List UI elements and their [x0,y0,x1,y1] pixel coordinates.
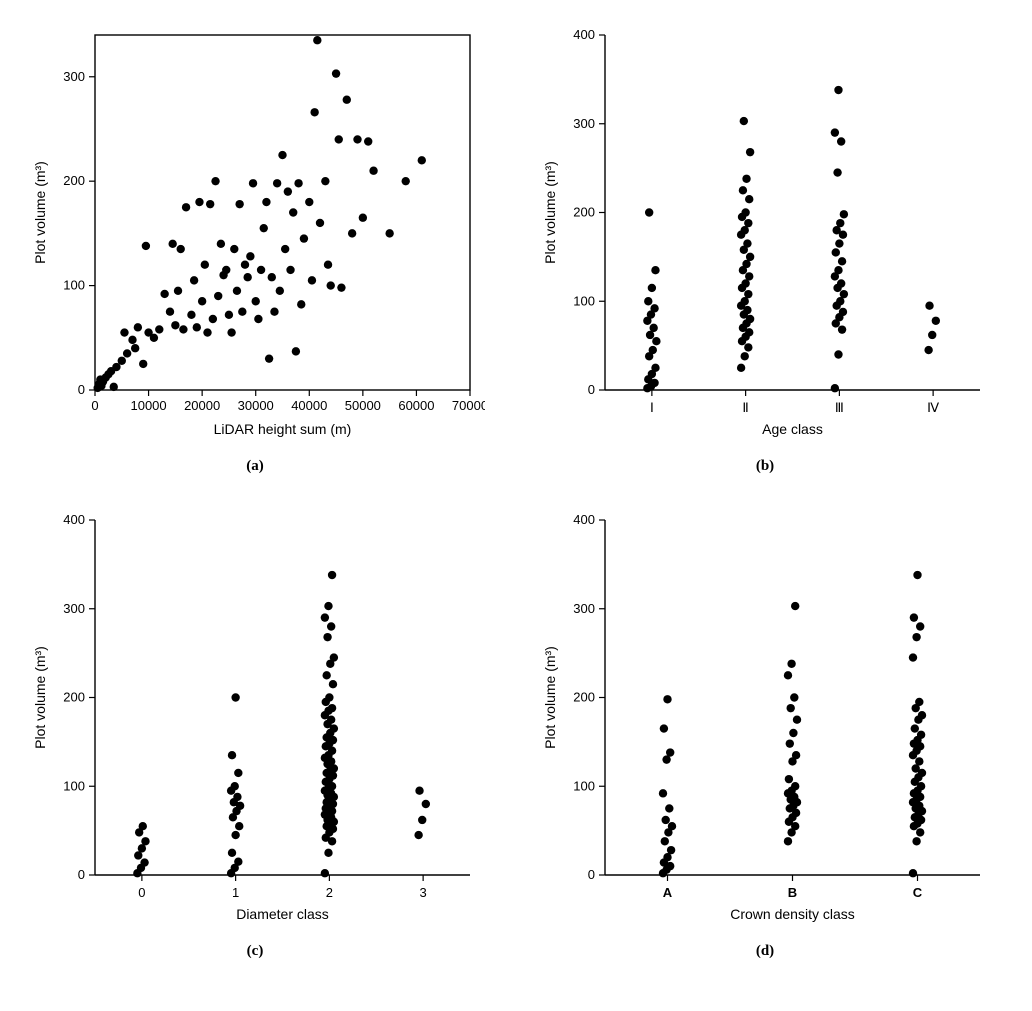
panel-a: 0 100 200 300 0 10000 20000 30000 40000 50000 6000… [20,20,490,475]
svg-text:100: 100 [63,778,85,793]
svg-text:Ⅲ: Ⅲ [835,400,844,415]
svg-text:0: 0 [78,867,85,882]
svg-text:0: 0 [588,867,595,882]
svg-text:100: 100 [573,778,595,793]
svg-text:300: 300 [573,116,595,131]
svg-text:Ⅳ: Ⅳ [927,400,939,415]
svg-text:400: 400 [63,512,85,527]
svg-text:70000: 70000 [452,398,485,413]
caption-c: (c) [247,943,264,960]
svg-text:200: 200 [573,205,595,220]
svg-text:Age class: Age class [762,421,823,437]
svg-text:0: 0 [588,382,595,397]
svg-text:100: 100 [573,293,595,308]
panel-d: 0 100 200 300 400 A B C Crown density class Plot … [530,505,1000,960]
chart-a: 0 100 200 300 0 10000 20000 30000 40000 50000 6000… [25,20,485,450]
svg-text:0: 0 [138,885,145,900]
svg-text:Ⅰ: Ⅰ [650,400,654,415]
svg-text:A: A [663,885,673,900]
svg-text:20000: 20000 [184,398,220,413]
caption-d: (d) [756,943,774,960]
svg-text:100: 100 [63,278,85,293]
svg-text:Crown density class: Crown density class [730,906,855,922]
svg-text:0: 0 [91,398,98,413]
svg-text:300: 300 [573,601,595,616]
svg-text:200: 200 [63,690,85,705]
svg-text:LiDAR height sum (m): LiDAR height sum (m) [214,421,352,437]
svg-text:400: 400 [573,512,595,527]
svg-text:Plot volume (m³): Plot volume (m³) [32,646,48,749]
svg-text:1: 1 [232,885,239,900]
svg-text:0: 0 [78,382,85,397]
svg-text:300: 300 [63,601,85,616]
caption-a: (a) [246,458,264,475]
svg-text:Ⅱ: Ⅱ [742,400,748,415]
svg-text:200: 200 [63,173,85,188]
svg-text:Plot volume (m³): Plot volume (m³) [32,161,48,264]
svg-text:Diameter class: Diameter class [236,906,329,922]
svg-text:Plot volume (m³): Plot volume (m³) [542,161,558,264]
svg-text:50000: 50000 [345,398,381,413]
panel-b: 0 100 200 300 400 Ⅰ Ⅱ Ⅲ Ⅳ Age class Plot volume (m… [530,20,1000,475]
svg-text:C: C [913,885,923,900]
svg-text:Plot volume (m³): Plot volume (m³) [542,646,558,749]
svg-text:40000: 40000 [291,398,327,413]
panel-c: 0 100 200 300 400 0 1 2 3 Diameter class Plot volu… [20,505,490,960]
svg-text:300: 300 [63,69,85,84]
svg-text:200: 200 [573,690,595,705]
svg-text:400: 400 [573,27,595,42]
svg-text:60000: 60000 [398,398,434,413]
svg-text:30000: 30000 [238,398,274,413]
svg-text:B: B [788,885,797,900]
svg-text:2: 2 [326,885,333,900]
caption-b: (b) [756,458,774,475]
chart-c: 0 100 200 300 400 0 1 2 3 Diameter class Plot volu… [25,505,485,935]
svg-text:3: 3 [420,885,427,900]
svg-text:10000: 10000 [130,398,166,413]
chart-d: 0 100 200 300 400 A B C Crown density class Plot … [535,505,995,935]
chart-b: 0 100 200 300 400 Ⅰ Ⅱ Ⅲ Ⅳ Age class Plot volume (m… [535,20,995,450]
chart-grid: 0100200300010000200003000040000500006000… [20,20,1000,960]
